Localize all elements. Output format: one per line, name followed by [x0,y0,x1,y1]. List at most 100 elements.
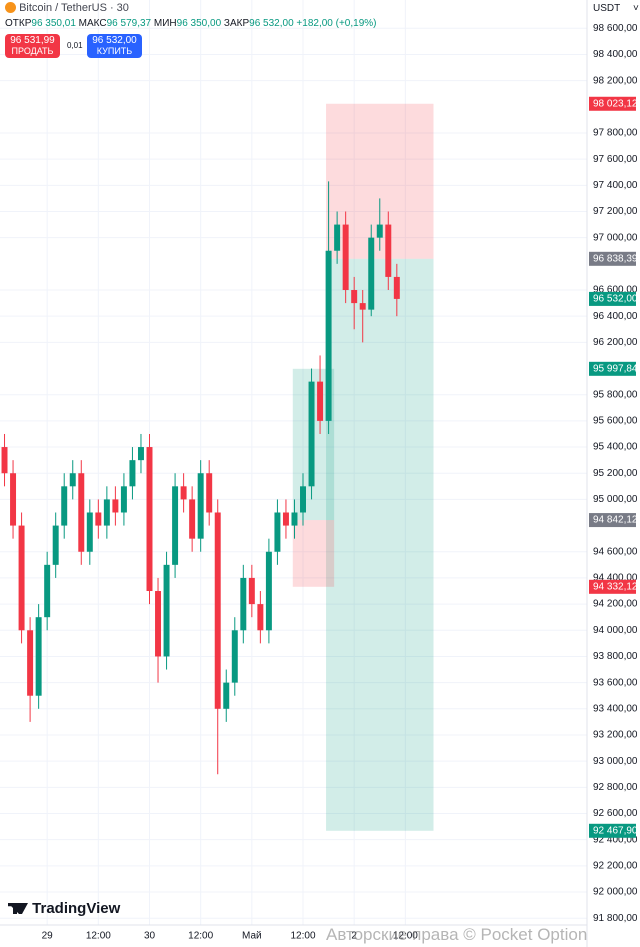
candle-body [240,577,247,631]
candle-body [308,381,315,487]
y-tick-label: 97 000,00 [593,232,638,243]
ohlc-value: 96 579,37 [106,18,152,29]
candle-body [351,290,358,304]
x-tick-label: Май [242,931,262,942]
ohlc-label: МАКС [78,18,107,29]
candle-body [78,473,85,552]
x-tick-label: 2 [351,931,357,942]
candle-body [95,512,102,526]
y-tick-label: 98 400,00 [593,49,638,60]
y-tick-label: 96 200,00 [593,337,638,348]
y-tick-label: 95 400,00 [593,442,638,453]
candle-body [214,512,221,709]
candle-body [342,224,349,291]
logo-mark [8,903,28,914]
price-badge [589,513,636,528]
y-tick-label: 93 200,00 [593,730,638,741]
y-tick-label: 92 000,00 [593,887,638,898]
x-tick-label: 12:00 [290,931,315,942]
y-tick-label: 92 600,00 [593,808,638,819]
x-tick-label: 12:00 [188,931,213,942]
currency: USDT [593,3,621,14]
y-tick-label: 92 800,00 [593,782,638,793]
ohlc-row: ОТКР96 350,01 МАКС96 579,37 МИН96 350,00… [5,18,376,29]
candle-body [359,303,366,310]
candle-body [163,564,170,657]
buy-price: 96 532,00 [92,35,137,46]
candle-body [393,276,400,299]
buy-label: КУПИТЬ [96,46,133,56]
price-badge [589,361,636,376]
candle-body [274,512,281,552]
candle-body [120,486,127,513]
x-tick-label: 29 [42,931,54,942]
y-tick-label: 98 600,00 [593,23,638,34]
candle-body [18,525,25,631]
candle-body [231,630,238,683]
candle-body [334,224,341,251]
candle-body [103,499,110,526]
y-tick-label: 97 600,00 [593,154,638,165]
x-tick-label: 12:00 [86,931,111,942]
logo: TradingView [8,900,120,917]
price-badge [589,291,636,306]
price-badge-label: 94 842,12 [593,515,638,526]
candle-body [61,486,68,526]
candle-body [385,224,392,277]
candle-body [223,682,230,709]
ohlc-label: ЗАКР [223,18,250,29]
ohlc-label: МИН [153,18,177,29]
price-badge-label: 92 467,90 [593,825,638,836]
candle-body [172,486,179,565]
currency-selector[interactable]: USDT ˅ [593,3,639,14]
candle-body [291,512,298,526]
y-tick-label: 97 800,00 [593,128,638,139]
logo-text: TradingView [32,900,121,917]
candle-body [10,473,17,526]
candle-body [69,473,76,487]
candle-body [282,512,289,526]
ohlc-value: 96 350,01 [31,18,76,29]
y-tick-label: 95 600,00 [593,416,638,427]
chevron: ˅ [633,3,639,14]
buy-button[interactable]: 96 532,00 КУПИТЬ [87,34,142,58]
y-tick-label: 95 000,00 [593,494,638,505]
change: +182,00 (+0,19%) [296,18,377,29]
sell-button[interactable]: 96 531,99 ПРОДАТЬ [5,34,60,58]
candle-body [35,617,42,696]
y-tick-label: 94 200,00 [593,599,638,610]
candle-body [180,486,187,500]
x-tick-label: 30 [144,931,156,942]
spread: 0,01 [67,41,83,50]
coin-icon [5,2,16,13]
candle-body [155,591,162,657]
y-tick-label: 93 600,00 [593,677,638,688]
price-badge-label: 94 332,12 [593,581,638,592]
ohlc-label: ОТКР [5,18,32,29]
y-tick-label: 93 000,00 [593,756,638,767]
stop-zone [292,520,335,587]
candle-body [1,447,8,474]
symbol-row: Bitcoin / TetherUS · 30 [5,2,129,14]
candle-body [206,473,213,513]
y-tick-label: 96 400,00 [593,311,638,322]
y-tick-label: 96 600,00 [593,285,638,296]
ohlc-value: 96 532,00 [249,18,294,29]
target-zone [326,258,434,831]
candle-body [257,604,264,631]
price-badge-label: 96 532,00 [593,294,638,305]
watermark: Авторские права © Pocket Option [326,925,588,944]
y-tick-label: 93 400,00 [593,703,638,714]
y-tick-label: 95 800,00 [593,389,638,400]
candle-body [189,499,196,539]
candle-body [317,381,324,421]
candle-body [44,564,51,618]
price-badge-label: 98 023,12 [593,98,638,109]
ohlc-value: 96 350,00 [176,18,222,29]
y-tick-label: 93 800,00 [593,651,638,662]
candle-body [27,630,34,696]
candle-body [137,447,144,461]
candle-body [265,551,272,631]
